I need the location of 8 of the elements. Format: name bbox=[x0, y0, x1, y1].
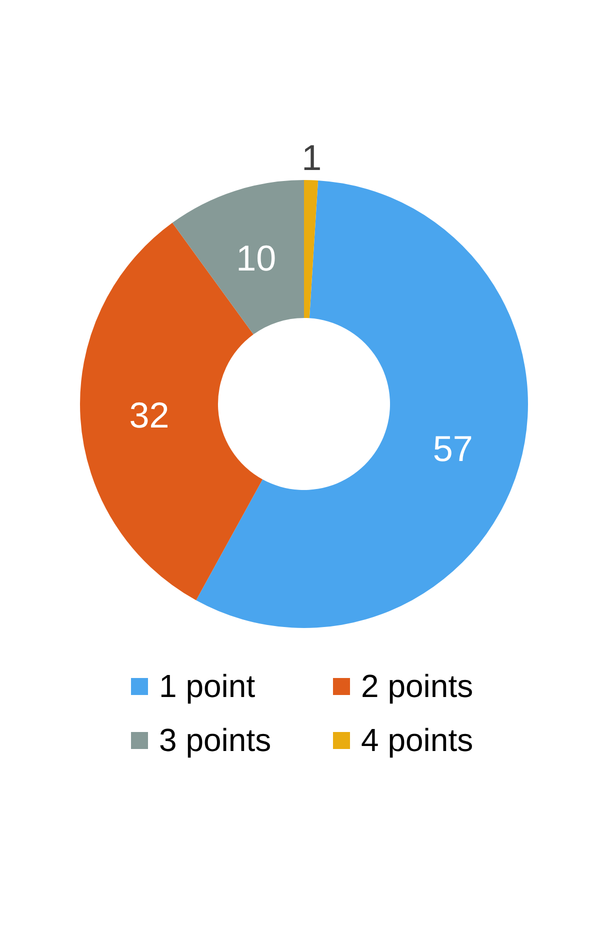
legend-label: 2 points bbox=[361, 667, 474, 706]
legend-label: 1 point bbox=[159, 667, 256, 706]
data-label: 1 bbox=[302, 137, 322, 178]
data-label: 32 bbox=[129, 394, 170, 436]
data-label: 57 bbox=[432, 428, 473, 470]
data-label: 10 bbox=[236, 238, 276, 278]
legend-label: 3 points bbox=[159, 721, 272, 760]
legend-label: 4 points bbox=[361, 721, 474, 760]
